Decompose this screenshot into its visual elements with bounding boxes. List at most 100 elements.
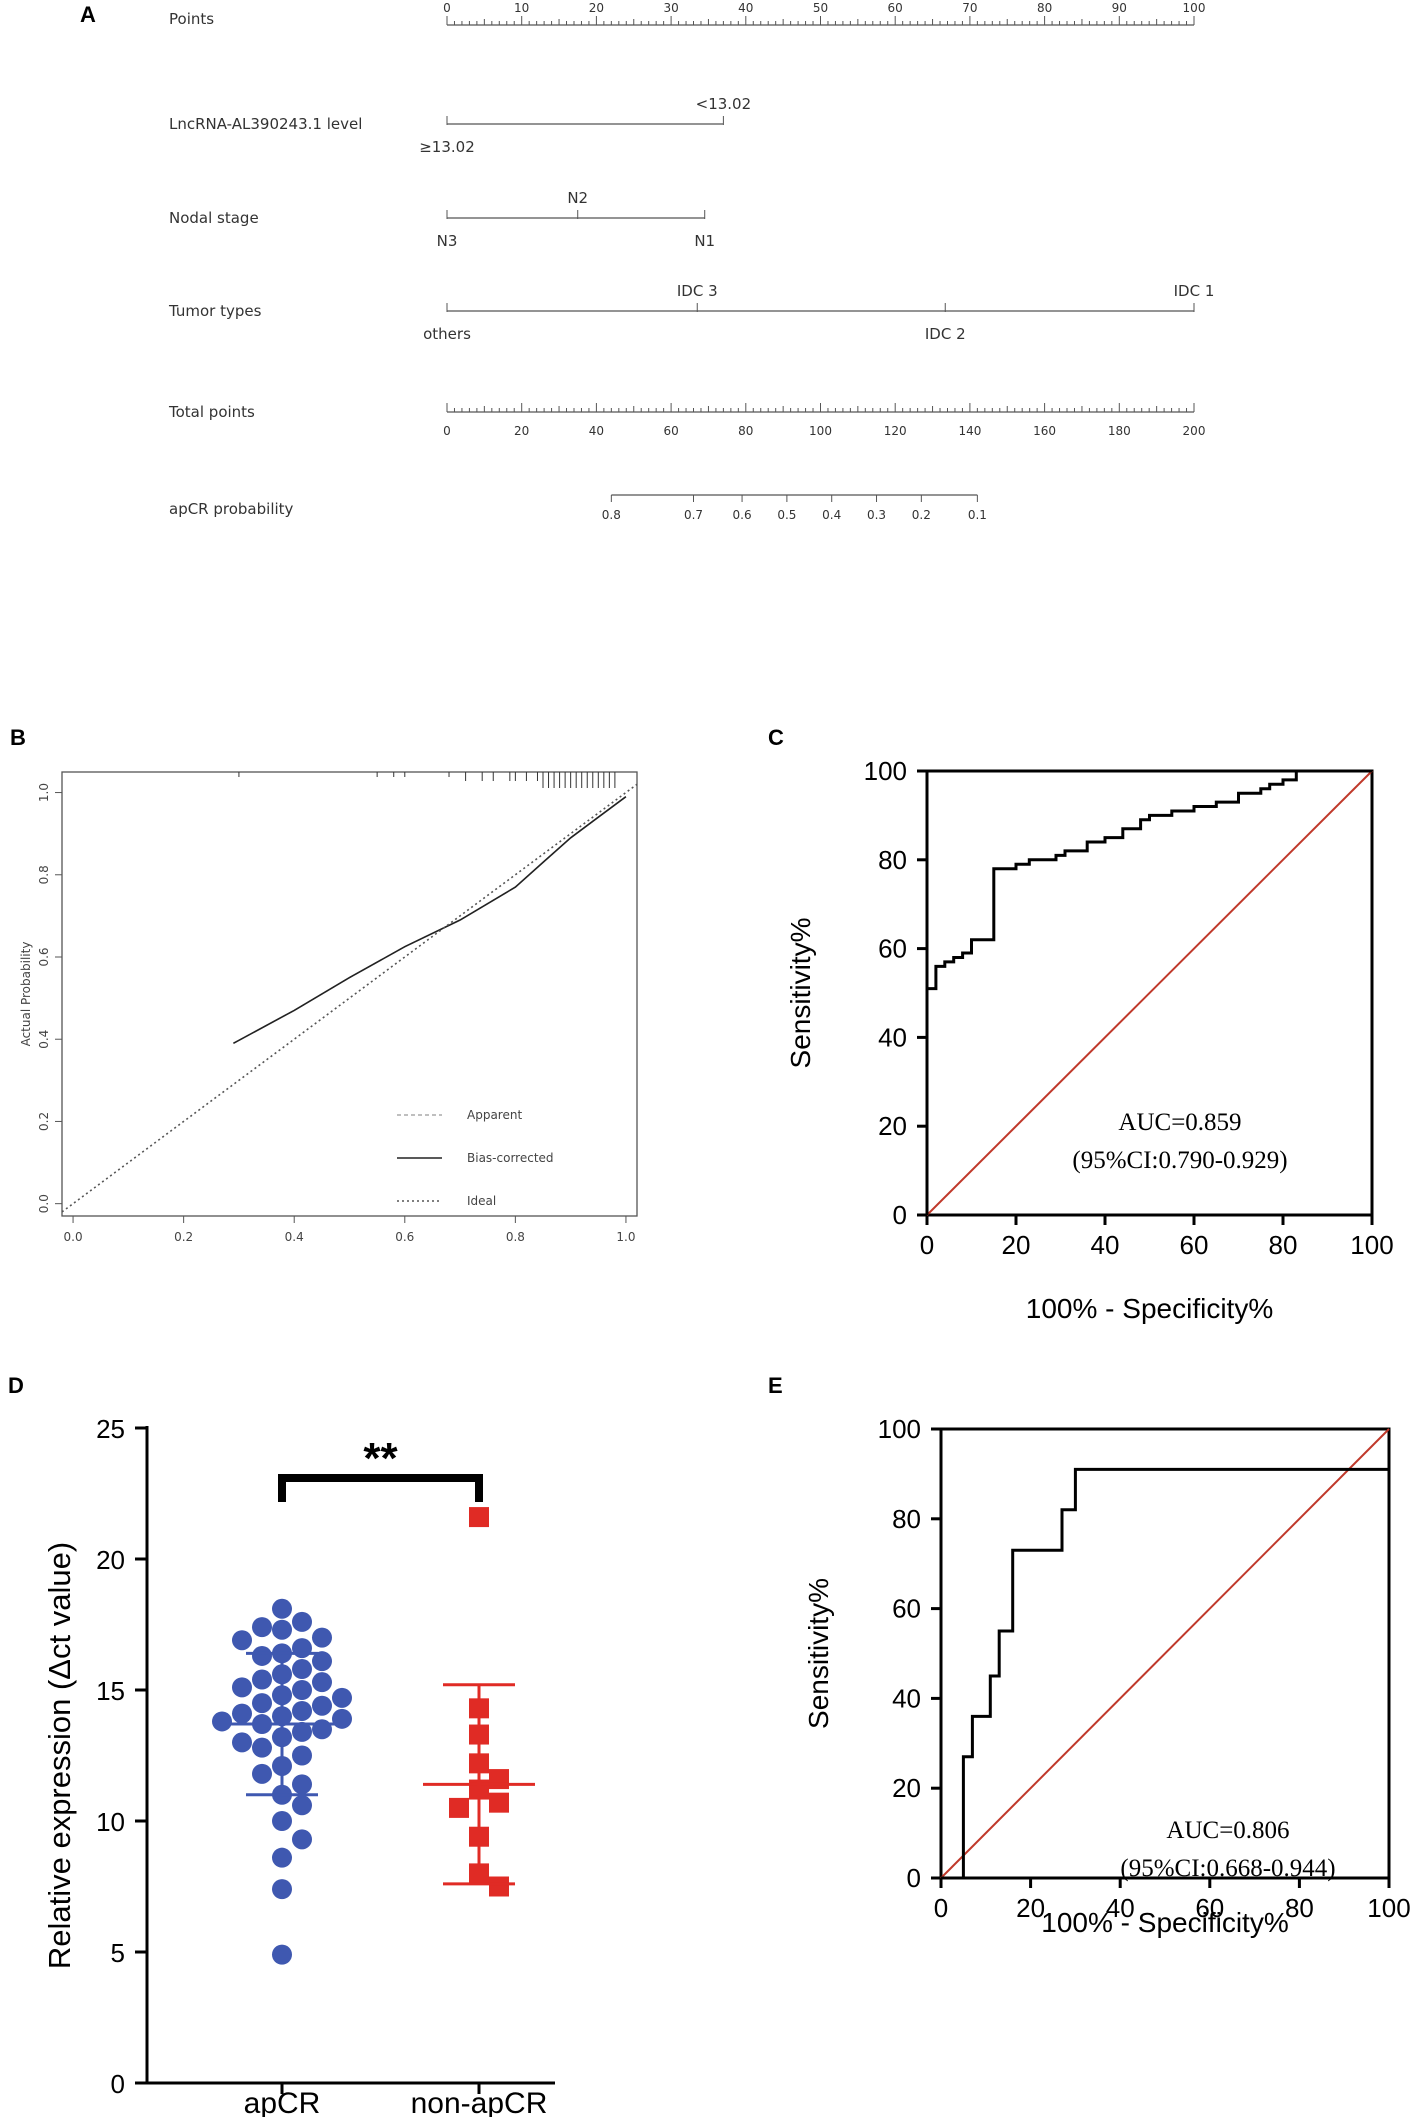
x-tick-label: 100 [1367, 1893, 1410, 1923]
roc-curve [925, 769, 1372, 1215]
x-tick-label: 60 [1180, 1230, 1209, 1260]
tick-label: 100 [809, 424, 832, 438]
y-tick-label: 20 [878, 1111, 907, 1141]
data-point [272, 1619, 292, 1640]
data-point [212, 1711, 232, 1732]
y-tick-label: 80 [892, 1504, 921, 1534]
series-line [61, 783, 638, 1213]
y-tick-label: 0 [111, 2069, 125, 2099]
data-point [292, 1829, 312, 1850]
y-axis-label: Actual Probability [19, 942, 33, 1047]
series-line [233, 796, 627, 1044]
x-tick-label: 100 [1350, 1230, 1393, 1260]
x-tick-label: 0 [934, 1893, 948, 1923]
x-tick-label: 40 [1091, 1230, 1120, 1260]
scatter-panel-d: 0 5 10 15 20 25 Relative expression (Δct value… [42, 1414, 555, 2117]
panel-letter-b: B [10, 725, 26, 750]
row-label: LncRNA-AL390243.1 level [169, 115, 362, 133]
y-tick-label: 0.2 [37, 1112, 51, 1131]
plot-frame [939, 1427, 1391, 1880]
prob-label: 0.2 [912, 508, 931, 522]
legend-label: Ideal [467, 1194, 496, 1208]
tick-label: 180 [1108, 424, 1131, 438]
tick-label: 120 [884, 424, 907, 438]
prob-label: 0.6 [733, 508, 752, 522]
data-point [232, 1703, 252, 1724]
auc-annotation: AUC=0.859 [1118, 1109, 1241, 1136]
data-point [292, 1638, 312, 1659]
data-point [312, 1695, 332, 1716]
tick-label: 80 [1037, 1, 1052, 15]
tick-label: 70 [962, 1, 977, 15]
y-tick-label: 0.0 [37, 1194, 51, 1213]
y-tick-label: 0.4 [37, 1030, 51, 1049]
y-tick-label: 40 [892, 1683, 921, 1713]
panel-letter-a: A [80, 2, 96, 27]
prob-label: 0.8 [602, 508, 621, 522]
data-point [312, 1651, 332, 1672]
data-point [292, 1745, 312, 1766]
row-label: Tumor types [168, 302, 262, 320]
data-point [312, 1627, 332, 1648]
significance-bracket [278, 1474, 483, 1502]
tick-label: 140 [958, 424, 981, 438]
y-tick-label: 15 [96, 1676, 125, 1706]
tick-label: 20 [589, 1, 604, 15]
tick-label: 10 [514, 1, 529, 15]
tick-label: 200 [1183, 424, 1206, 438]
x-tick-label: 0.4 [285, 1230, 304, 1244]
nomogram-panel: Points 0 10 20 30 40 50 60 70 80 90 100 LncRNA-AL390… [168, 1, 1214, 522]
x-tick-label: 0.2 [174, 1230, 193, 1244]
tick-label: 160 [1033, 424, 1056, 438]
data-point [252, 1645, 272, 1666]
legend-label: Bias-corrected [467, 1151, 554, 1165]
data-point [332, 1708, 352, 1729]
category-label: IDC 3 [677, 282, 718, 300]
data-point [312, 1719, 332, 1740]
tick-label: 40 [589, 424, 604, 438]
x-tick-label: 20 [1016, 1893, 1045, 1923]
reference-line [940, 1428, 1390, 1879]
y-tick-label: 0.6 [37, 947, 51, 966]
x-axis-label: 100% - Specificity% [1041, 1907, 1288, 1938]
data-point [232, 1630, 252, 1651]
y-axis-label: Sensitivity% [785, 918, 816, 1069]
category-label: IDC 1 [1174, 282, 1215, 300]
data-point [489, 1792, 509, 1813]
panel-letter-c: C [768, 725, 784, 750]
tick-label: 30 [663, 1, 678, 15]
prob-label: 0.3 [867, 508, 886, 522]
reference-line [926, 770, 1373, 1216]
y-tick-label: 10 [96, 1807, 125, 1837]
prob-label: 0.4 [822, 508, 841, 522]
x-tick-label: 1.0 [616, 1230, 635, 1244]
x-axis-label: 100% - Specificity% [1026, 1293, 1273, 1324]
significance-stars: ** [363, 1434, 398, 1483]
y-tick-label: 0 [907, 1863, 921, 1893]
row-label: apCR probability [169, 500, 294, 518]
x-tick-label: 20 [1002, 1230, 1031, 1260]
data-point [489, 1876, 509, 1897]
y-tick-label: 100 [878, 1414, 921, 1444]
y-tick-label: 20 [892, 1773, 921, 1803]
panel-letter-e: E [768, 1373, 783, 1398]
roc-curve [941, 1467, 1389, 1880]
category-label: N2 [567, 189, 588, 207]
ci-annotation: (95%CI:0.790-0.929) [1072, 1147, 1287, 1174]
category-label: IDC 2 [925, 325, 966, 343]
y-tick-label: 5 [111, 1938, 125, 1968]
category-label: ≥13.02 [419, 138, 475, 156]
roc-panel-e: 0 20 40 60 80 100 0 20 40 60 80 100 100% - Specifici… [803, 1414, 1411, 1938]
prob-label: 0.1 [968, 508, 987, 522]
y-tick-label: 40 [878, 1022, 907, 1052]
row-label: Points [169, 10, 214, 28]
auc-annotation: AUC=0.806 [1166, 1817, 1289, 1844]
data-point [232, 1677, 252, 1698]
tick-label: 50 [813, 1, 828, 15]
x-tick-label: 0.0 [64, 1230, 83, 1244]
data-point [252, 1617, 272, 1638]
row-label: Total points [168, 403, 255, 421]
y-tick-label: 100 [864, 756, 907, 786]
y-tick-label: 0 [893, 1200, 907, 1230]
y-tick-label: 25 [96, 1414, 125, 1444]
